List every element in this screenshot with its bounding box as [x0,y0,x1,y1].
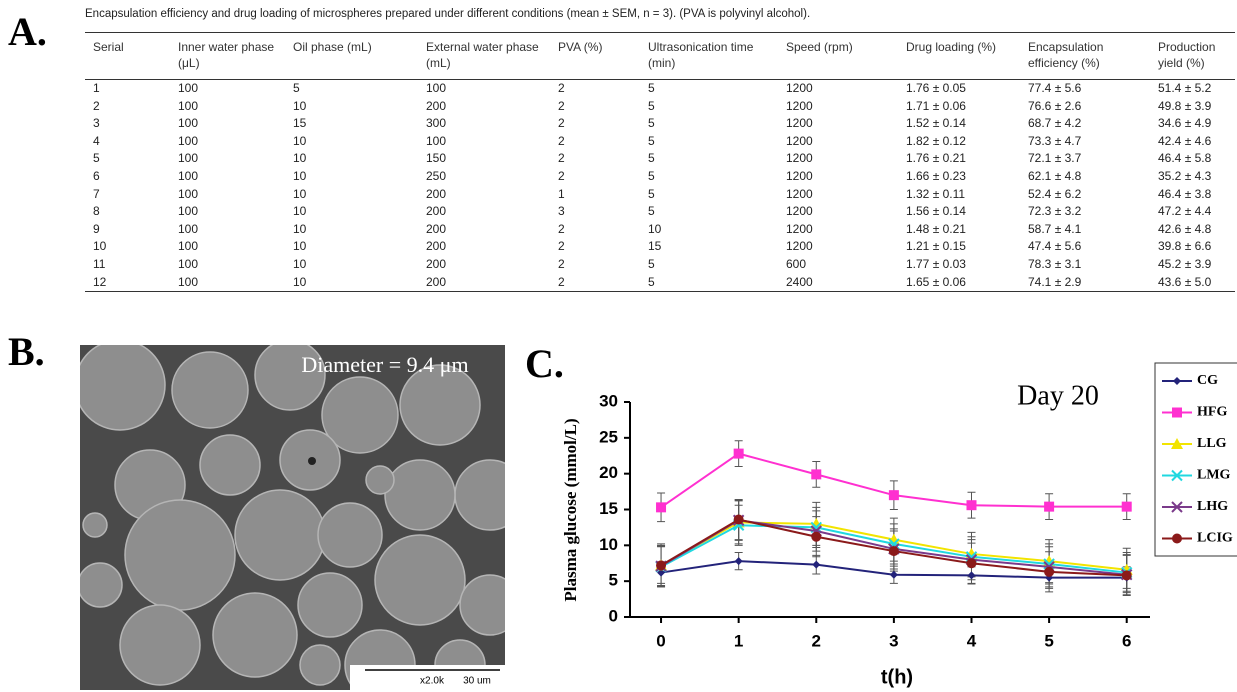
x-tick-label: 2 [812,631,821,650]
marker [656,502,666,512]
marker [1122,570,1132,580]
y-tick-label: 30 [599,391,618,410]
marker [656,560,666,570]
y-tick-label: 5 [609,571,618,590]
marker [1172,408,1182,418]
x-tick-label: 5 [1044,631,1053,650]
legend-label: LCIG [1197,531,1233,546]
marker [1172,534,1182,544]
marker [890,571,898,579]
marker [734,515,744,525]
legend-label: LHG [1197,499,1228,514]
y-tick-label: 25 [599,427,618,446]
x-tick-label: 0 [656,631,665,650]
marker [812,561,820,569]
marker [967,571,975,579]
chart-title: Day 20 [1017,380,1099,411]
x-tick-label: 1 [734,631,743,650]
y-tick-label: 0 [609,606,618,625]
legend-label: HFG [1197,405,1227,420]
x-tick-label: 3 [889,631,898,650]
y-tick-label: 20 [599,463,618,482]
y-tick-label: 10 [599,535,618,554]
legend [1155,363,1237,556]
y-tick-label: 15 [599,499,618,518]
marker [889,546,899,556]
legend-label: LLG [1197,436,1227,451]
marker [1122,502,1132,512]
y-axis-label: Plasma glucose (mmol/L) [561,418,580,601]
x-tick-label: 6 [1122,631,1131,650]
marker [734,449,744,459]
marker [1044,567,1054,577]
x-tick-label: 4 [967,631,977,650]
marker [889,490,899,500]
marker [811,532,821,542]
chart: Day 20 Plasma glucose (mmol/L) t(h) 0510… [0,0,1237,692]
legend-label: CG [1197,373,1218,388]
legend-label: LMG [1197,468,1231,483]
marker [966,500,976,510]
marker [735,557,743,565]
page: {"panels": {"a": "A.", "b": "B.", "c": "… [0,0,1237,692]
marker [811,469,821,479]
marker [966,558,976,568]
marker [1044,502,1054,512]
x-axis-label: t(h) [881,666,913,688]
